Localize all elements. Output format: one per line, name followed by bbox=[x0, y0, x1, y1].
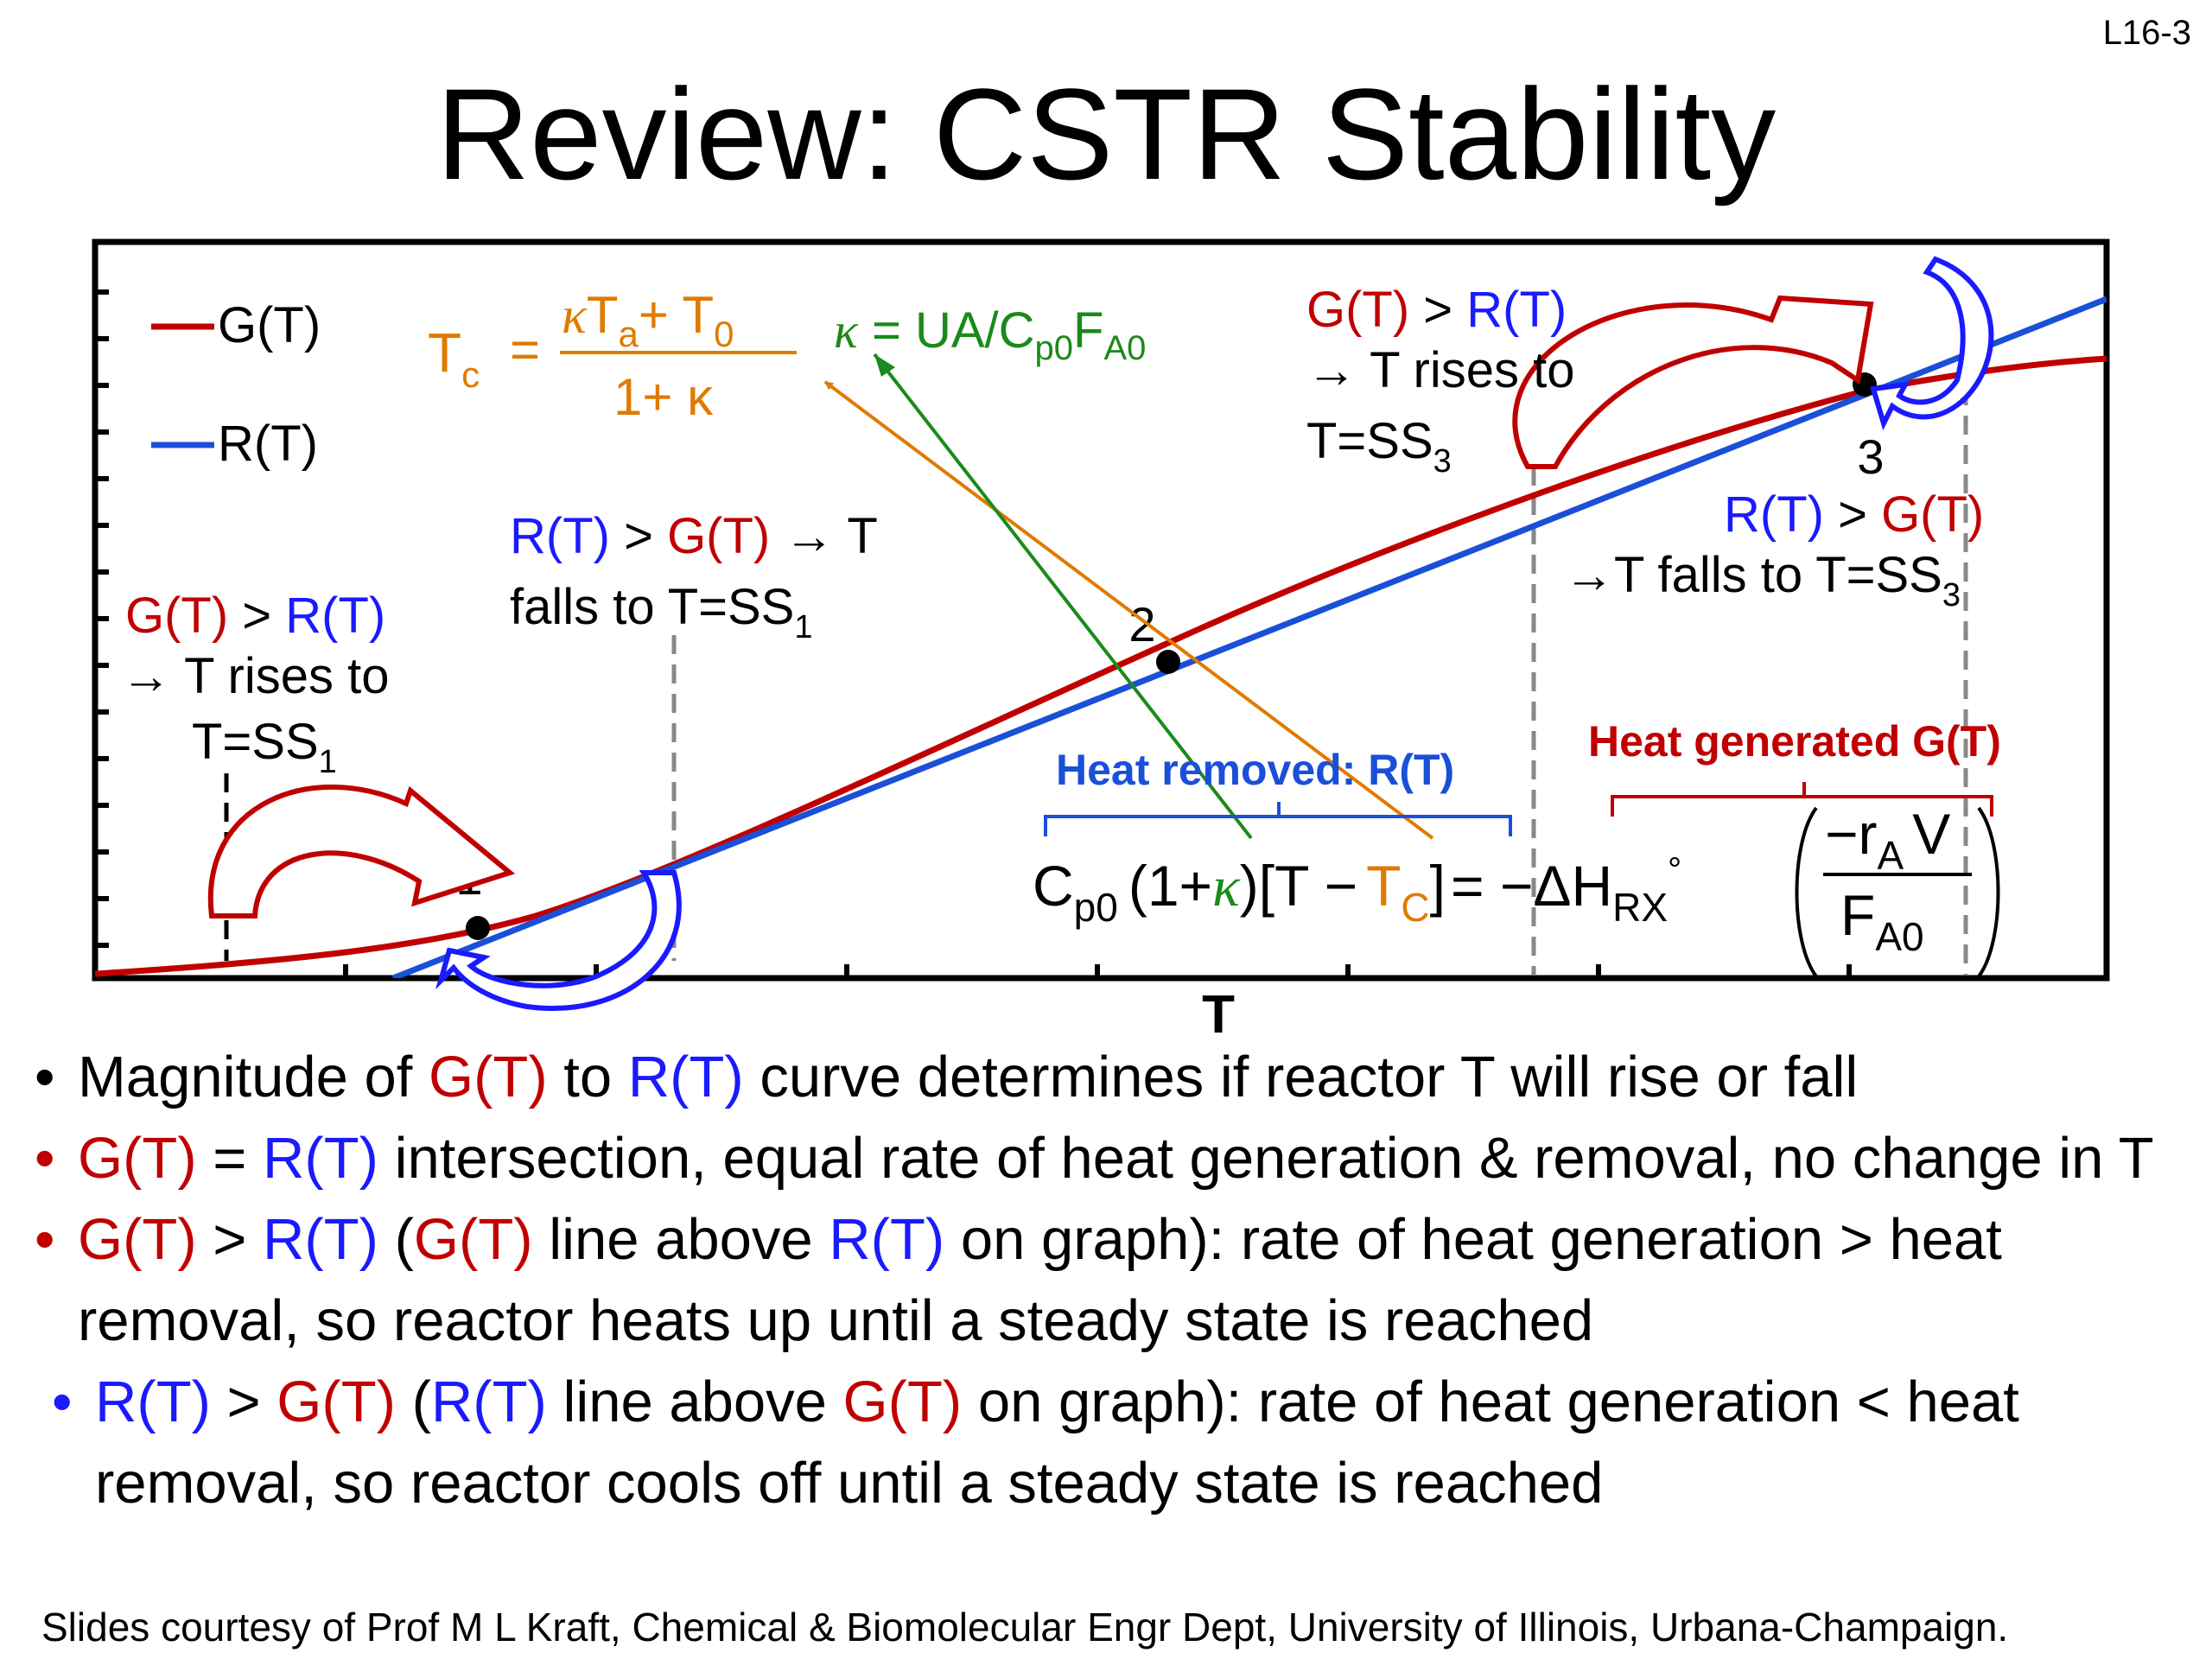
svg-text:falls to T=SS1: falls to T=SS1 bbox=[510, 579, 813, 645]
svg-text:FA0: FA0 bbox=[1840, 883, 1924, 959]
svg-text:=: = bbox=[510, 321, 540, 378]
bullet-text: Magnitude of bbox=[78, 1045, 429, 1109]
bullet-dot: • bbox=[35, 1207, 55, 1272]
bullet-text: R(T) bbox=[263, 1207, 378, 1272]
annotation-rise-ss3: G(T) > R(T) → T rises to T=SS3 bbox=[1306, 282, 1575, 480]
svg-text:κTa+ T0: κTa+ T0 bbox=[562, 286, 734, 354]
rise-arrow-ss1 bbox=[207, 784, 516, 918]
bullet-text: ( bbox=[395, 1370, 431, 1434]
bullet-text: intersection, equal rate of heat generat… bbox=[378, 1126, 2154, 1191]
point-3-label: 3 bbox=[1857, 429, 1884, 484]
kappa-pointer-head bbox=[874, 354, 895, 377]
svg-text:→ T rises to: → T rises to bbox=[121, 648, 390, 704]
y-ticks bbox=[95, 289, 109, 948]
bullet-text: to bbox=[547, 1045, 628, 1109]
bullet-text: R(T) bbox=[95, 1370, 211, 1434]
fall-arrow-ss3 bbox=[1870, 256, 1994, 431]
bullet-text: ( bbox=[378, 1207, 414, 1272]
heat-removed-brace bbox=[1044, 802, 1512, 836]
bullet-text: > bbox=[196, 1207, 264, 1272]
annotation-fall-ss3: R(T) > G(T) →T falls to T=SS3 bbox=[1564, 486, 1984, 613]
tc-formula: Tc = κTa+ T0 1+ κ bbox=[428, 286, 797, 426]
bullet-text: = bbox=[196, 1126, 264, 1191]
heat-removed-label: Heat removed: R(T) bbox=[1056, 746, 1454, 794]
bullet-text: line above bbox=[532, 1207, 830, 1272]
bullet-text: G(T) bbox=[78, 1126, 197, 1191]
fall-arrow-ss1 bbox=[435, 870, 682, 1011]
bullet-text: curve determines if reactor T will rise … bbox=[743, 1045, 1859, 1109]
bullet-dot: • bbox=[35, 1045, 55, 1109]
svg-text:G(T) > R(T): G(T) > R(T) bbox=[1306, 282, 1567, 338]
energy-balance-equation: Cp0 (1+κ)[T − TC]= −ΔHRX° −rA V FA0 bbox=[1033, 802, 2000, 978]
footer-credit: Slides courtesy of Prof M L Kraft, Chemi… bbox=[41, 1605, 2009, 1649]
bullet-text: R(T) bbox=[627, 1045, 744, 1109]
tc-pointer bbox=[823, 380, 1434, 840]
legend-r-label: R(T) bbox=[218, 416, 318, 472]
bullet-text: G(T) bbox=[276, 1370, 396, 1434]
x-axis-label: T bbox=[1202, 985, 1235, 1045]
bullet-text: G(T) bbox=[413, 1207, 533, 1272]
heat-generated-label: Heat generated G(T) bbox=[1588, 717, 2001, 766]
bullet-item: • R(T) > G(T) (R(T) line above G(T) on gr… bbox=[31, 1362, 2191, 1524]
bullet-item: • G(T) = R(T) intersection, equal rate of… bbox=[31, 1118, 2191, 1199]
svg-text:R(T) > G(T) → T: R(T) > G(T) → T bbox=[510, 508, 878, 564]
point-2-label: 2 bbox=[1128, 597, 1155, 652]
steady-state-point-1 bbox=[466, 916, 490, 940]
bullet-text: G(T) bbox=[842, 1370, 963, 1434]
svg-text:Tc: Tc bbox=[428, 321, 480, 395]
svg-text:1+ κ: 1+ κ bbox=[613, 368, 714, 426]
bullet-text: > bbox=[210, 1370, 277, 1434]
svg-text:R(T) > G(T): R(T) > G(T) bbox=[1724, 486, 1984, 543]
bullet-item: • Magnitude of G(T) to R(T) curve determi… bbox=[31, 1037, 2191, 1118]
bullet-list: • Magnitude of G(T) to R(T) curve determi… bbox=[31, 1037, 2191, 1524]
bullet-text: G(T) bbox=[78, 1207, 197, 1272]
annotation-rise-ss1: G(T) > R(T) → T rises to T=SS1 bbox=[121, 588, 390, 780]
steady-state-point-2 bbox=[1156, 650, 1180, 674]
kappa-formula: κ = UA/Cp0FA0 bbox=[834, 302, 1146, 367]
svg-text:G(T) > R(T): G(T) > R(T) bbox=[125, 588, 385, 644]
bullet-text: R(T) bbox=[430, 1370, 547, 1434]
svg-text:Cp0(1+κ)[T −TC]= −ΔHRX°: Cp0 (1+κ)[T − TC]= −ΔHRX° bbox=[1033, 851, 1681, 930]
svg-text:→ T rises to: → T rises to bbox=[1306, 342, 1575, 398]
bullet-dot: • bbox=[52, 1370, 73, 1434]
page-title: Review: CSTR Stability bbox=[435, 61, 1777, 207]
bullet-text: R(T) bbox=[263, 1126, 378, 1191]
bullet-text: line above bbox=[546, 1370, 843, 1434]
bullet-text: on graph): rate of heat generation > hea… bbox=[78, 1207, 2002, 1353]
svg-text:T=SS1: T=SS1 bbox=[192, 714, 337, 780]
kappa-pointer bbox=[873, 353, 1253, 840]
svg-text:→T falls to T=SS3: →T falls to T=SS3 bbox=[1564, 547, 1961, 613]
g-curve bbox=[95, 355, 2107, 977]
bullet-item: • G(T) > R(T) (G(T) line above R(T) on gr… bbox=[31, 1199, 2191, 1362]
r-line bbox=[391, 296, 2107, 978]
annotation-fall-ss1: R(T) > G(T) → T falls to T=SS1 bbox=[510, 508, 878, 645]
svg-text:T=SS3: T=SS3 bbox=[1306, 413, 1452, 480]
bullet-text: G(T) bbox=[429, 1045, 548, 1109]
bullet-text: on graph): rate of heat generation < hea… bbox=[95, 1370, 2019, 1516]
bullet-dot: • bbox=[35, 1126, 55, 1191]
legend-g-label: G(T) bbox=[218, 297, 321, 353]
bullet-text: R(T) bbox=[829, 1207, 945, 1272]
slide-number: L16-3 bbox=[2102, 14, 2191, 52]
rise-arrow-ss3 bbox=[1512, 295, 1874, 469]
svg-text:−rAV: −rA V bbox=[1825, 802, 1950, 878]
heat-generated-brace bbox=[1611, 782, 1993, 817]
plot-frame bbox=[92, 238, 2110, 982]
